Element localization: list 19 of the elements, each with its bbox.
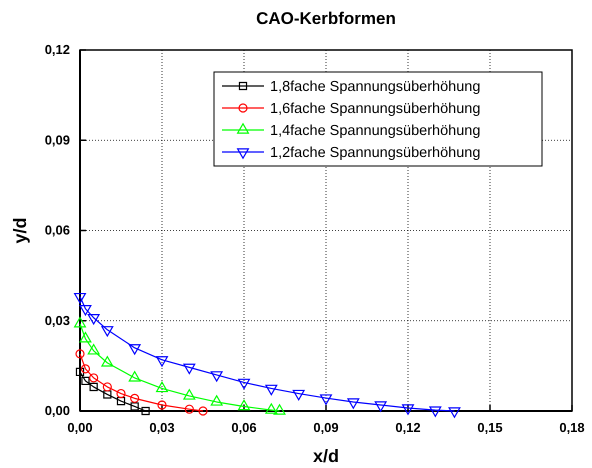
x-tick-label: 0,06	[231, 420, 257, 436]
y-tick-label: 0,06	[44, 222, 70, 238]
x-tick-label: 0,03	[149, 420, 175, 436]
x-tick-label: 0,12	[395, 420, 421, 436]
y-tick-label: 0,00	[44, 403, 70, 418]
y-tick-label: 0,09	[44, 132, 70, 148]
x-tick-label: 0,15	[477, 420, 503, 436]
legend-label: 1,2fache Spannungsüberhöhung	[270, 145, 480, 161]
x-axis-title: x/d	[312, 446, 340, 466]
legend-label: 1,6fache Spannungsüberhöhung	[270, 101, 480, 117]
chart-title: CAO-Kerbformen	[256, 9, 396, 28]
y-tick-label: 0,03	[44, 312, 70, 328]
legend-label: 1,4fache Spannungsüberhöhung	[270, 123, 480, 139]
x-tick-label: 0,18	[559, 420, 585, 436]
y-axis-title: y/d	[10, 217, 30, 244]
x-tick-label: 0,00	[67, 420, 93, 436]
legend-label: 1,8fache Spannungsüberhöhung	[270, 79, 480, 95]
x-tick-label: 0,09	[313, 420, 339, 436]
y-tick-label: 0,12	[44, 42, 70, 58]
